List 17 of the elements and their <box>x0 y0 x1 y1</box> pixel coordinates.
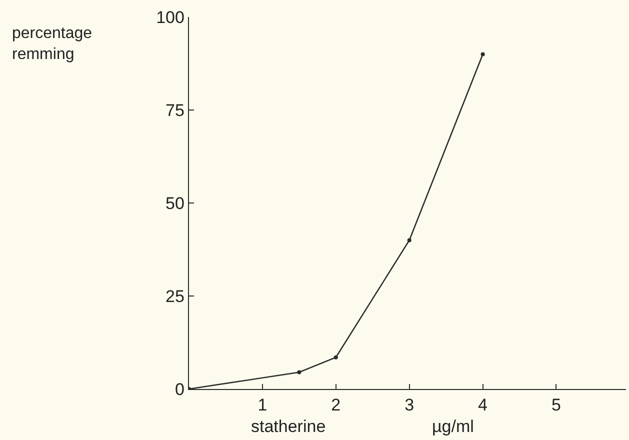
y-tick-label: 75 <box>166 100 184 120</box>
y-tick-label: 50 <box>166 194 184 213</box>
x-tick-label: 1 <box>258 396 268 415</box>
x-axis-title: statherine <box>251 417 326 436</box>
x-tick-label: 4 <box>478 396 488 415</box>
x-tick-label: 5 <box>551 396 561 415</box>
point <box>297 370 302 374</box>
point <box>480 52 485 56</box>
text: percentage remming <box>12 25 92 63</box>
text: µg/ml <box>432 417 474 436</box>
y-tick-label: 0 <box>174 380 184 399</box>
x-tick-label: 2 <box>331 396 341 415</box>
y-tick-label: 100 <box>156 8 184 27</box>
point <box>407 238 412 242</box>
y-tick-label: 25 <box>166 286 184 306</box>
x-tick-label: 3 <box>404 396 414 415</box>
point <box>334 355 338 360</box>
